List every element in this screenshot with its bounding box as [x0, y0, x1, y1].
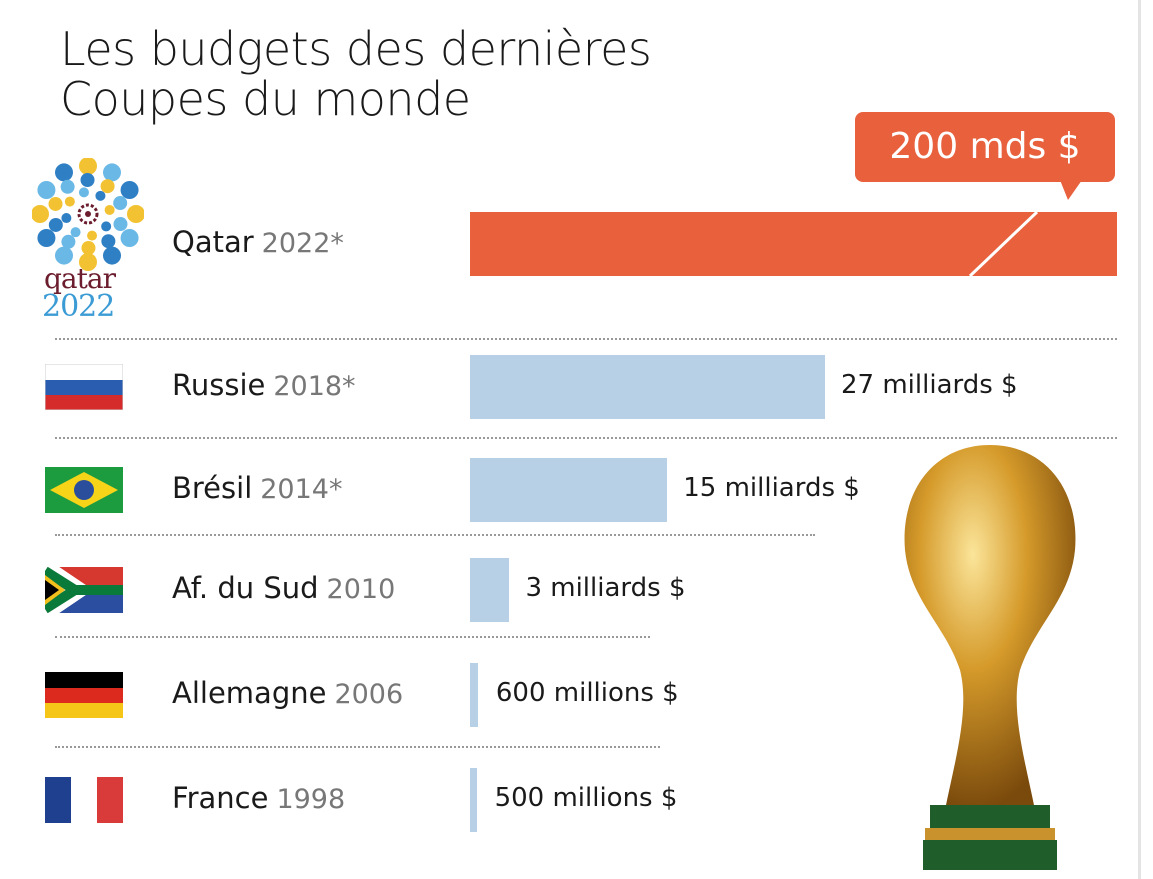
- value-label: 15 milliards $: [683, 473, 860, 503]
- country-name: Brésil: [172, 471, 253, 505]
- value-label: 27 milliards $: [841, 370, 1018, 400]
- year: 2006: [334, 679, 404, 710]
- country-name: Qatar: [172, 225, 254, 259]
- qatar-value-label: 200 mds $: [889, 126, 1081, 167]
- row-label: Brésil 2014*: [172, 471, 342, 505]
- page-edge: [1138, 0, 1141, 879]
- value-label: 3 milliards $: [525, 573, 686, 603]
- year: 2018*: [273, 371, 356, 402]
- row-separator: [55, 437, 1117, 439]
- qatar-2022-logo: qatar 2022: [31, 157, 145, 333]
- france-flag: [45, 777, 123, 823]
- world-cup-trophy-image: [904, 445, 1076, 870]
- south-africa-flag: [45, 567, 123, 613]
- year: 2010: [326, 574, 396, 605]
- bar-af-du-sud: [470, 558, 510, 622]
- germany-flag: [45, 672, 123, 718]
- bar-allemagne: [470, 663, 478, 727]
- bar-qatar: [470, 212, 1117, 276]
- country-name: Af. du Sud: [172, 571, 319, 605]
- value-label: 600 millions $: [495, 678, 679, 708]
- country-name: Allemagne: [172, 676, 327, 710]
- row-separator: [55, 338, 1117, 340]
- value-label: 500 millions $: [494, 783, 678, 813]
- title-line-2: Coupes du monde: [60, 72, 471, 126]
- country-name: Russie: [172, 368, 266, 402]
- title-line-1: Les budgets des dernières: [60, 22, 652, 76]
- row-separator: [55, 636, 650, 638]
- year: 1998: [276, 784, 346, 815]
- qatar-value-callout: 200 mds $: [855, 112, 1115, 200]
- bar-br-sil: [470, 458, 668, 522]
- year: 2014*: [260, 474, 343, 505]
- row-label: Qatar 2022*: [172, 225, 344, 259]
- row-label: France 1998: [172, 781, 345, 815]
- row-separator: [55, 746, 660, 748]
- year: 2022*: [261, 228, 344, 259]
- bar-france: [470, 768, 477, 832]
- chart-title: Les budgets des dernières Coupes du mond…: [60, 22, 652, 126]
- row-label: Af. du Sud 2010: [172, 571, 395, 605]
- bar-russie: [470, 355, 825, 419]
- row-label: Allemagne 2006: [172, 676, 403, 710]
- country-name: France: [172, 781, 269, 815]
- russia-flag: [45, 364, 123, 410]
- row-label: Russie 2018*: [172, 368, 356, 402]
- brazil-flag: [45, 467, 123, 513]
- row-separator: [55, 534, 815, 536]
